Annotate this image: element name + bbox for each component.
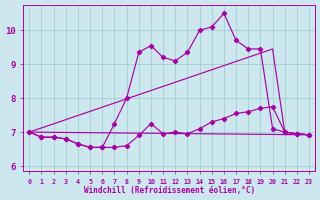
X-axis label: Windchill (Refroidissement éolien,°C): Windchill (Refroidissement éolien,°C): [84, 186, 255, 195]
